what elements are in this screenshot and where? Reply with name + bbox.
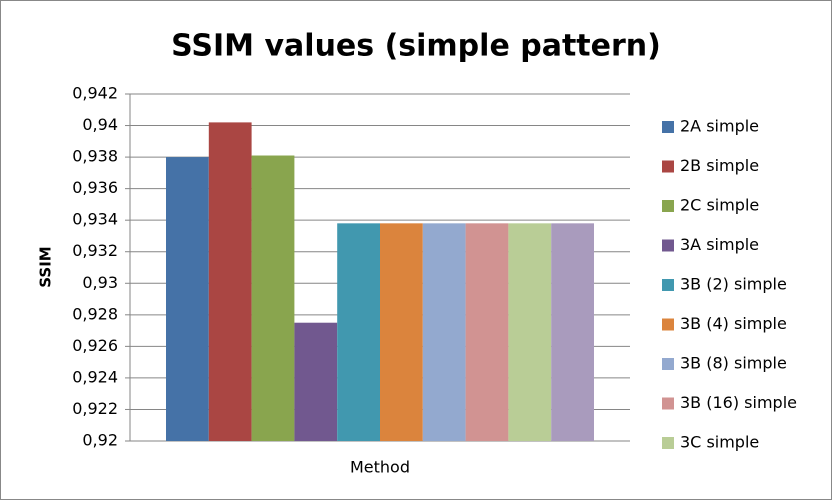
legend-label: 2A simple: [680, 117, 759, 136]
bar: [294, 322, 338, 441]
legend-swatch: [662, 358, 674, 370]
y-axis-title: SSIM: [37, 246, 55, 287]
legend-swatch: [662, 200, 674, 212]
y-tick-label: 0,92: [82, 431, 118, 450]
y-tick-label: 0,934: [72, 210, 118, 229]
legend-label: 2C simple: [680, 196, 759, 215]
legend-label: 3B (16) simple: [680, 393, 797, 412]
legend-label: 3B (4) simple: [680, 314, 787, 333]
legend-label: 2B simple: [680, 156, 759, 175]
legend-label: 3A simple: [680, 235, 759, 254]
legend-swatch: [662, 279, 674, 291]
legend-swatch: [662, 239, 674, 252]
x-tick-label: Method: [350, 458, 410, 477]
bar: [551, 223, 594, 441]
chart-title: SSIM values (simple pattern): [171, 29, 661, 64]
legend-label: 3C simple: [680, 433, 759, 452]
y-tick-label: 0,928: [72, 304, 118, 323]
bar: [166, 157, 209, 441]
y-tick-label: 0,924: [72, 367, 118, 386]
bar: [251, 155, 295, 441]
legend-label: 3B (8) simple: [680, 354, 787, 373]
y-tick-label: 0,932: [72, 241, 118, 260]
legend-swatch: [662, 121, 674, 133]
y-tick-label: 0,94: [82, 115, 118, 134]
y-tick-label: 0,936: [72, 178, 118, 197]
bar: [208, 122, 252, 442]
y-tick-label: 0,938: [72, 147, 118, 166]
legend-swatch: [662, 318, 674, 331]
legend-swatch: [662, 397, 674, 410]
legend-label: 3B (2) simple: [680, 275, 787, 294]
y-tick-label: 0,93: [82, 273, 118, 292]
bar: [465, 223, 509, 441]
legend-swatch: [662, 160, 674, 173]
bar: [508, 223, 552, 441]
y-tick-label: 0,942: [72, 84, 118, 103]
y-tick-label: 0,922: [72, 399, 118, 418]
bar: [380, 223, 423, 441]
legend-swatch: [662, 437, 674, 449]
bar: [422, 223, 466, 441]
y-tick-label: 0,926: [72, 336, 118, 355]
bar: [337, 223, 380, 441]
